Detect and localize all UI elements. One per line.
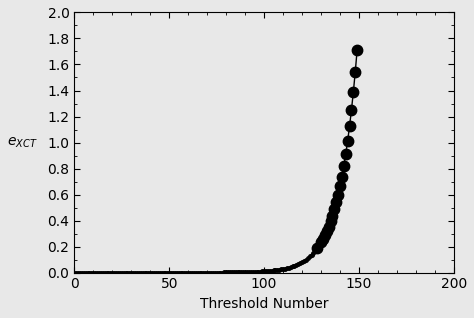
X-axis label: Threshold Number: Threshold Number xyxy=(200,297,328,311)
Y-axis label: $\it{e}$$_{XCT}$: $\it{e}$$_{XCT}$ xyxy=(7,135,37,150)
